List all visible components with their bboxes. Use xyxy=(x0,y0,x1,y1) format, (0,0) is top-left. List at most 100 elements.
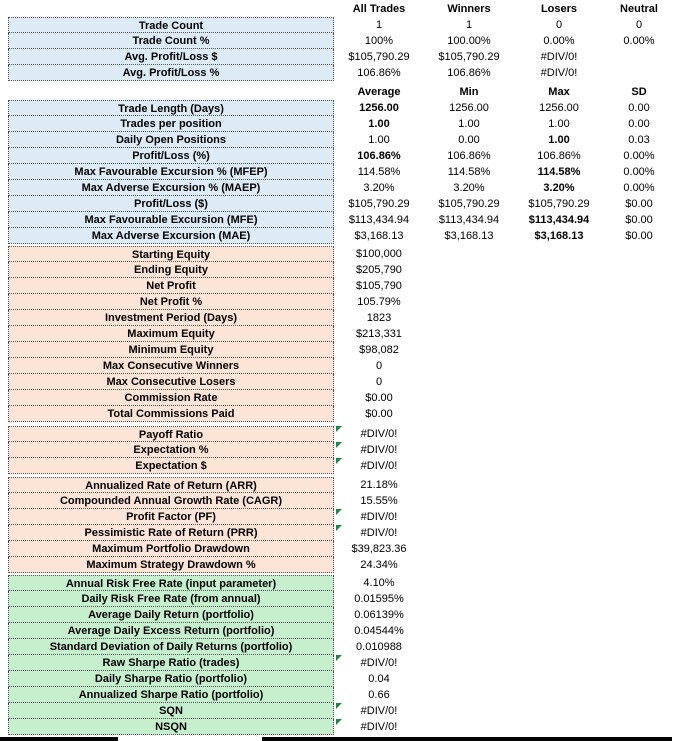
value-cell[interactable]: $0.00 xyxy=(365,408,393,420)
value-cell[interactable]: 106.86% xyxy=(537,150,581,162)
row-label[interactable]: NSQN xyxy=(8,719,334,735)
value-cell[interactable]: 114.58% xyxy=(447,166,491,178)
row-label[interactable]: Daily Sharpe Ratio (portfolio) xyxy=(8,671,334,687)
value-cell[interactable]: 24.34% xyxy=(360,559,398,571)
value-cell[interactable]: 0.00% xyxy=(623,150,655,162)
value-cell[interactable]: 15.55% xyxy=(360,495,398,507)
value-cell[interactable]: $105,790.29 xyxy=(438,51,500,63)
row-label[interactable]: Annual Risk Free Rate (input parameter) xyxy=(8,575,334,591)
value-cell[interactable]: #DIV/0! xyxy=(360,657,398,669)
row-label[interactable]: Profit/Loss ($) xyxy=(8,196,334,212)
row-label[interactable]: Raw Sharpe Ratio (trades) xyxy=(8,655,334,671)
value-cell[interactable]: $3,168.13 xyxy=(444,230,494,242)
value-cell[interactable]: 0 xyxy=(635,19,643,31)
column-header[interactable]: Min xyxy=(459,86,479,98)
value-cell[interactable]: 3.20% xyxy=(363,182,395,194)
value-cell[interactable]: $113,434.94 xyxy=(528,214,590,226)
row-label[interactable]: Commission Rate xyxy=(8,390,334,406)
row-label[interactable]: Compounded Annual Growth Rate (CAGR) xyxy=(8,493,334,509)
value-cell[interactable]: $213,331 xyxy=(356,328,402,340)
row-label[interactable]: Net Profit % xyxy=(8,294,334,310)
row-label[interactable]: Maximum Portfolio Drawdown xyxy=(8,541,334,557)
value-cell[interactable]: $105,790.29 xyxy=(528,198,590,210)
row-label[interactable]: Maximum Strategy Drawdown % xyxy=(8,557,334,573)
value-cell[interactable]: 1 xyxy=(375,19,383,31)
value-cell[interactable]: $0.00 xyxy=(625,198,653,210)
value-cell[interactable]: #DIV/0! xyxy=(360,460,398,472)
value-cell[interactable]: 0.04 xyxy=(368,673,390,685)
value-cell[interactable]: 100.00% xyxy=(447,35,491,47)
row-label[interactable]: Payoff Ratio xyxy=(8,426,334,442)
value-cell[interactable]: 106.86% xyxy=(357,67,401,79)
value-cell[interactable]: 100% xyxy=(364,35,394,47)
row-label[interactable]: Daily Open Positions xyxy=(8,132,334,148)
column-header[interactable]: SD xyxy=(631,86,647,98)
value-cell[interactable]: $0.00 xyxy=(625,230,653,242)
value-cell[interactable]: 0.03 xyxy=(628,134,650,146)
column-header[interactable]: All Trades xyxy=(352,3,406,15)
value-cell[interactable]: $3,168.13 xyxy=(534,230,584,242)
value-cell[interactable]: 0.00% xyxy=(543,35,575,47)
row-label[interactable]: SQN xyxy=(8,703,334,719)
value-cell[interactable]: $113,434.94 xyxy=(348,214,410,226)
row-label[interactable]: Max Favourable Excursion % (MFEP) xyxy=(8,164,334,180)
row-label[interactable]: Max Adverse Excursion (MAE) xyxy=(8,228,334,244)
value-cell[interactable]: $3,168.13 xyxy=(354,230,404,242)
value-cell[interactable]: 0.00 xyxy=(628,102,650,114)
row-label[interactable]: Starting Equity xyxy=(8,246,334,262)
value-cell[interactable]: #DIV/0! xyxy=(360,721,398,733)
row-label[interactable]: Trade Count % xyxy=(8,33,334,49)
value-cell[interactable]: 106.86% xyxy=(447,150,491,162)
row-label[interactable]: Max Consecutive Winners xyxy=(8,358,334,374)
value-cell[interactable] xyxy=(604,65,674,81)
value-cell[interactable]: 0.00% xyxy=(623,35,655,47)
row-label[interactable]: Annualized Rate of Return (ARR) xyxy=(8,477,334,493)
value-cell[interactable]: 0 xyxy=(555,19,563,31)
value-cell[interactable]: $105,790.29 xyxy=(348,198,410,210)
row-label[interactable]: Profit/Loss (%) xyxy=(8,148,334,164)
value-cell[interactable]: 0.00% xyxy=(623,166,655,178)
value-cell[interactable]: $205,790 xyxy=(356,264,402,276)
row-label[interactable]: Trade Count xyxy=(8,17,334,33)
value-cell[interactable]: 1.00 xyxy=(548,134,570,146)
value-cell[interactable]: 1.00 xyxy=(368,118,390,130)
row-label[interactable]: Minimum Equity xyxy=(8,342,334,358)
row-label[interactable]: Net Profit xyxy=(8,278,334,294)
value-cell[interactable]: $39,823.36 xyxy=(351,543,407,555)
value-cell[interactable]: 114.58% xyxy=(357,166,401,178)
value-cell[interactable]: 106.86% xyxy=(447,67,491,79)
row-label[interactable]: Standard Deviation of Daily Returns (por… xyxy=(8,639,334,655)
row-label[interactable]: Max Consecutive Losers xyxy=(8,374,334,390)
column-header[interactable]: Losers xyxy=(540,3,578,15)
value-cell[interactable]: 0 xyxy=(375,360,383,372)
value-cell[interactable]: #DIV/0! xyxy=(360,527,398,539)
value-cell[interactable]: $105,790.29 xyxy=(438,198,500,210)
value-cell[interactable]: $105,790.29 xyxy=(348,51,410,63)
value-cell[interactable]: 0 xyxy=(375,376,383,388)
value-cell[interactable]: #DIV/0! xyxy=(540,67,578,79)
value-cell[interactable]: 106.86% xyxy=(357,150,401,162)
row-label[interactable]: Expectation $ xyxy=(8,458,334,474)
value-cell[interactable]: 114.58% xyxy=(537,166,581,178)
value-cell[interactable]: 1823 xyxy=(366,312,392,324)
column-header[interactable]: Max xyxy=(548,86,570,98)
value-cell[interactable]: 1256.00 xyxy=(449,102,489,114)
row-label[interactable]: Maximum Equity xyxy=(8,326,334,342)
value-cell[interactable]: 0.010988 xyxy=(356,641,402,653)
value-cell[interactable]: 0.00 xyxy=(628,118,650,130)
value-cell[interactable]: 21.18% xyxy=(360,479,398,491)
row-label[interactable]: Investment Period (Days) xyxy=(8,310,334,326)
row-label[interactable]: Annualized Sharpe Ratio (portfolio) xyxy=(8,687,334,703)
row-label[interactable]: Average Daily Excess Return (portfolio) xyxy=(8,623,334,639)
value-cell[interactable]: 0.00 xyxy=(458,134,480,146)
value-cell[interactable]: 0.01595% xyxy=(354,593,404,605)
row-label[interactable]: Average Daily Return (portfolio) xyxy=(8,607,334,623)
row-label[interactable]: Trade Length (Days) xyxy=(8,100,334,116)
value-cell[interactable]: #DIV/0! xyxy=(540,51,578,63)
row-label[interactable]: Avg. Profit/Loss $ xyxy=(8,49,334,65)
column-header[interactable]: Neutral xyxy=(620,3,658,15)
row-label[interactable]: Daily Risk Free Rate (from annual) xyxy=(8,591,334,607)
row-label[interactable]: Trades per position xyxy=(8,116,334,132)
value-cell[interactable]: $100,000 xyxy=(356,248,402,260)
value-cell[interactable]: 1 xyxy=(465,19,473,31)
